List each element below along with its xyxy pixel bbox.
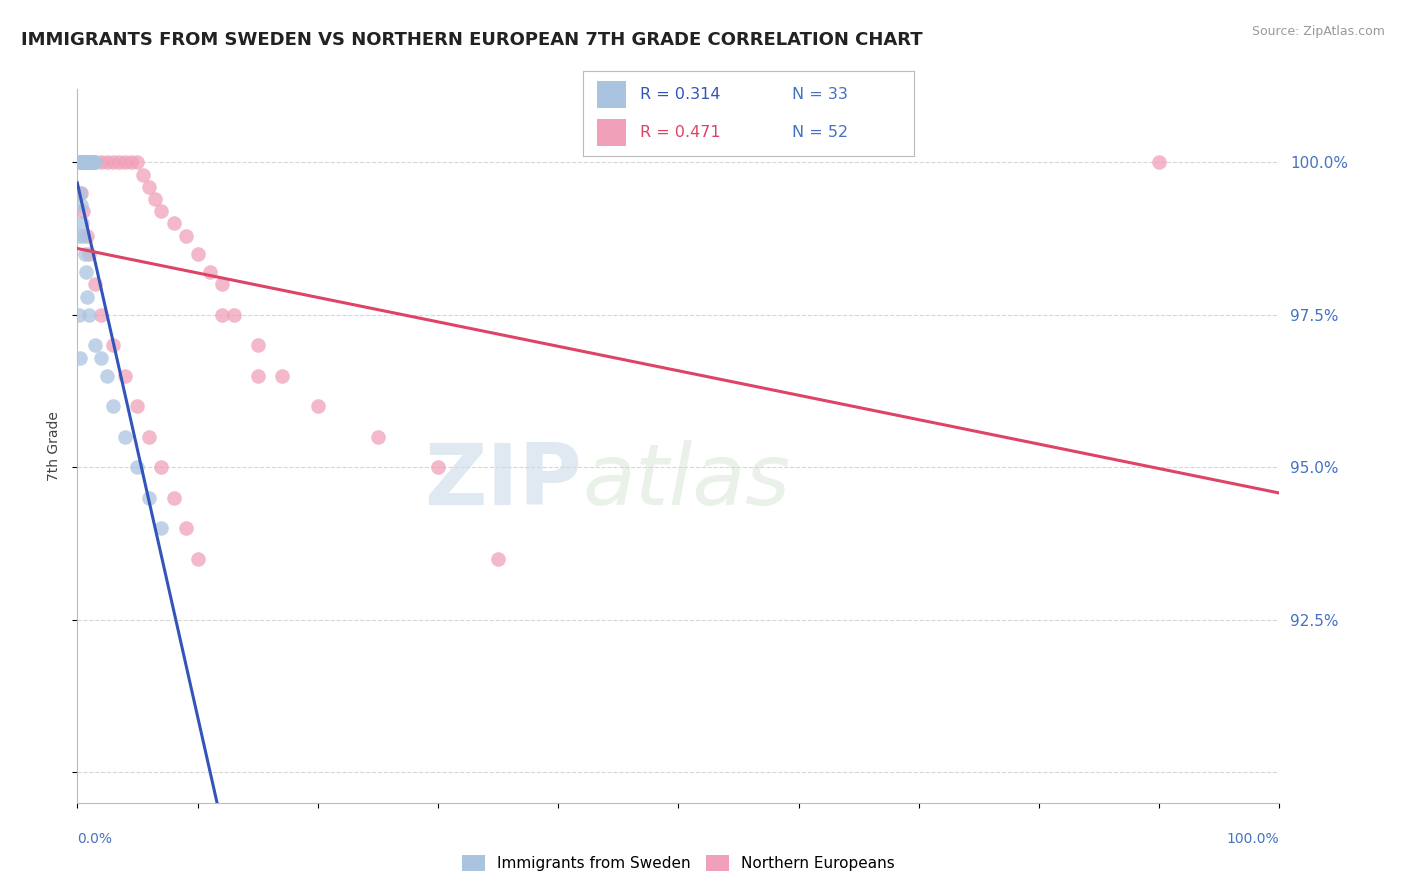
Point (222, 308, 245, 322)
Point (103, 400, 125, 414)
Point (72, 155, 94, 169)
Point (79, 155, 101, 169)
Point (72, 204, 94, 219)
Point (367, 430, 389, 444)
Point (96, 368, 118, 383)
Point (138, 491, 160, 505)
Point (70, 155, 93, 169)
Point (307, 400, 329, 414)
Point (427, 460, 450, 475)
Point (103, 338, 125, 352)
Point (211, 308, 233, 322)
Point (127, 155, 149, 169)
Point (150, 521, 173, 535)
Point (132, 168, 155, 182)
Point (90, 351, 112, 365)
Point (174, 521, 197, 535)
Point (108, 155, 131, 169)
Point (84, 338, 107, 352)
Point (73, 155, 96, 169)
Point (69, 351, 91, 365)
Text: N = 33: N = 33 (792, 87, 848, 102)
Point (246, 338, 269, 352)
Point (162, 216, 184, 230)
Point (79, 247, 101, 261)
Legend: Immigrants from Sweden, Northern Europeans: Immigrants from Sweden, Northern Europea… (456, 849, 901, 877)
Point (127, 400, 149, 414)
Point (70, 198, 93, 212)
Point (150, 204, 173, 219)
Point (174, 228, 197, 243)
Point (69, 186, 91, 200)
Point (84, 155, 107, 169)
Point (1149, 155, 1171, 169)
Point (69, 155, 91, 169)
Point (270, 368, 292, 383)
Bar (596, 80, 627, 108)
Text: 100.0%: 100.0% (1227, 832, 1279, 846)
Point (103, 155, 125, 169)
Point (75, 265, 97, 279)
Point (80, 155, 103, 169)
Text: 0.0%: 0.0% (77, 832, 112, 846)
Point (90, 308, 112, 322)
Point (90, 155, 112, 169)
Point (73, 155, 96, 169)
Point (486, 551, 509, 566)
Text: R = 0.314: R = 0.314 (640, 87, 720, 102)
Point (77, 155, 100, 169)
Point (70, 186, 93, 200)
Point (72, 155, 94, 169)
Point (162, 491, 184, 505)
Point (83, 155, 105, 169)
Point (198, 265, 221, 279)
Text: N = 52: N = 52 (792, 125, 848, 140)
Point (84, 155, 107, 169)
Point (76, 228, 98, 243)
Text: IMMIGRANTS FROM SWEDEN VS NORTHERN EUROPEAN 7TH GRADE CORRELATION CHART: IMMIGRANTS FROM SWEDEN VS NORTHERN EUROP… (21, 31, 922, 49)
Point (69, 155, 91, 169)
Point (246, 368, 269, 383)
Point (75, 155, 97, 169)
Point (114, 155, 136, 169)
Point (70, 155, 93, 169)
Point (77, 155, 100, 169)
Point (114, 430, 136, 444)
Point (76, 155, 98, 169)
Point (79, 155, 101, 169)
Point (70, 216, 93, 230)
Point (76, 289, 98, 303)
Point (150, 460, 173, 475)
Y-axis label: 7th Grade: 7th Grade (48, 411, 62, 481)
Text: atlas: atlas (582, 440, 790, 524)
Point (67, 228, 90, 243)
Point (211, 277, 233, 292)
Point (127, 460, 149, 475)
Point (138, 179, 160, 194)
Point (82, 155, 104, 169)
Text: Source: ZipAtlas.com: Source: ZipAtlas.com (1251, 25, 1385, 38)
Bar (596, 119, 627, 146)
Point (120, 155, 142, 169)
Point (79, 308, 101, 322)
Point (67, 308, 90, 322)
Point (187, 551, 209, 566)
Point (76, 155, 98, 169)
Point (79, 155, 101, 169)
Text: ZIP: ZIP (425, 440, 582, 524)
Point (79, 155, 101, 169)
Point (70, 155, 93, 169)
Point (80, 155, 103, 169)
Point (145, 192, 167, 206)
Point (72, 228, 94, 243)
Point (138, 430, 160, 444)
Point (70, 155, 93, 169)
Point (84, 277, 107, 292)
Point (114, 368, 136, 383)
Point (96, 155, 118, 169)
Point (73, 247, 96, 261)
Point (75, 155, 97, 169)
Text: R = 0.471: R = 0.471 (640, 125, 720, 140)
Point (187, 247, 209, 261)
